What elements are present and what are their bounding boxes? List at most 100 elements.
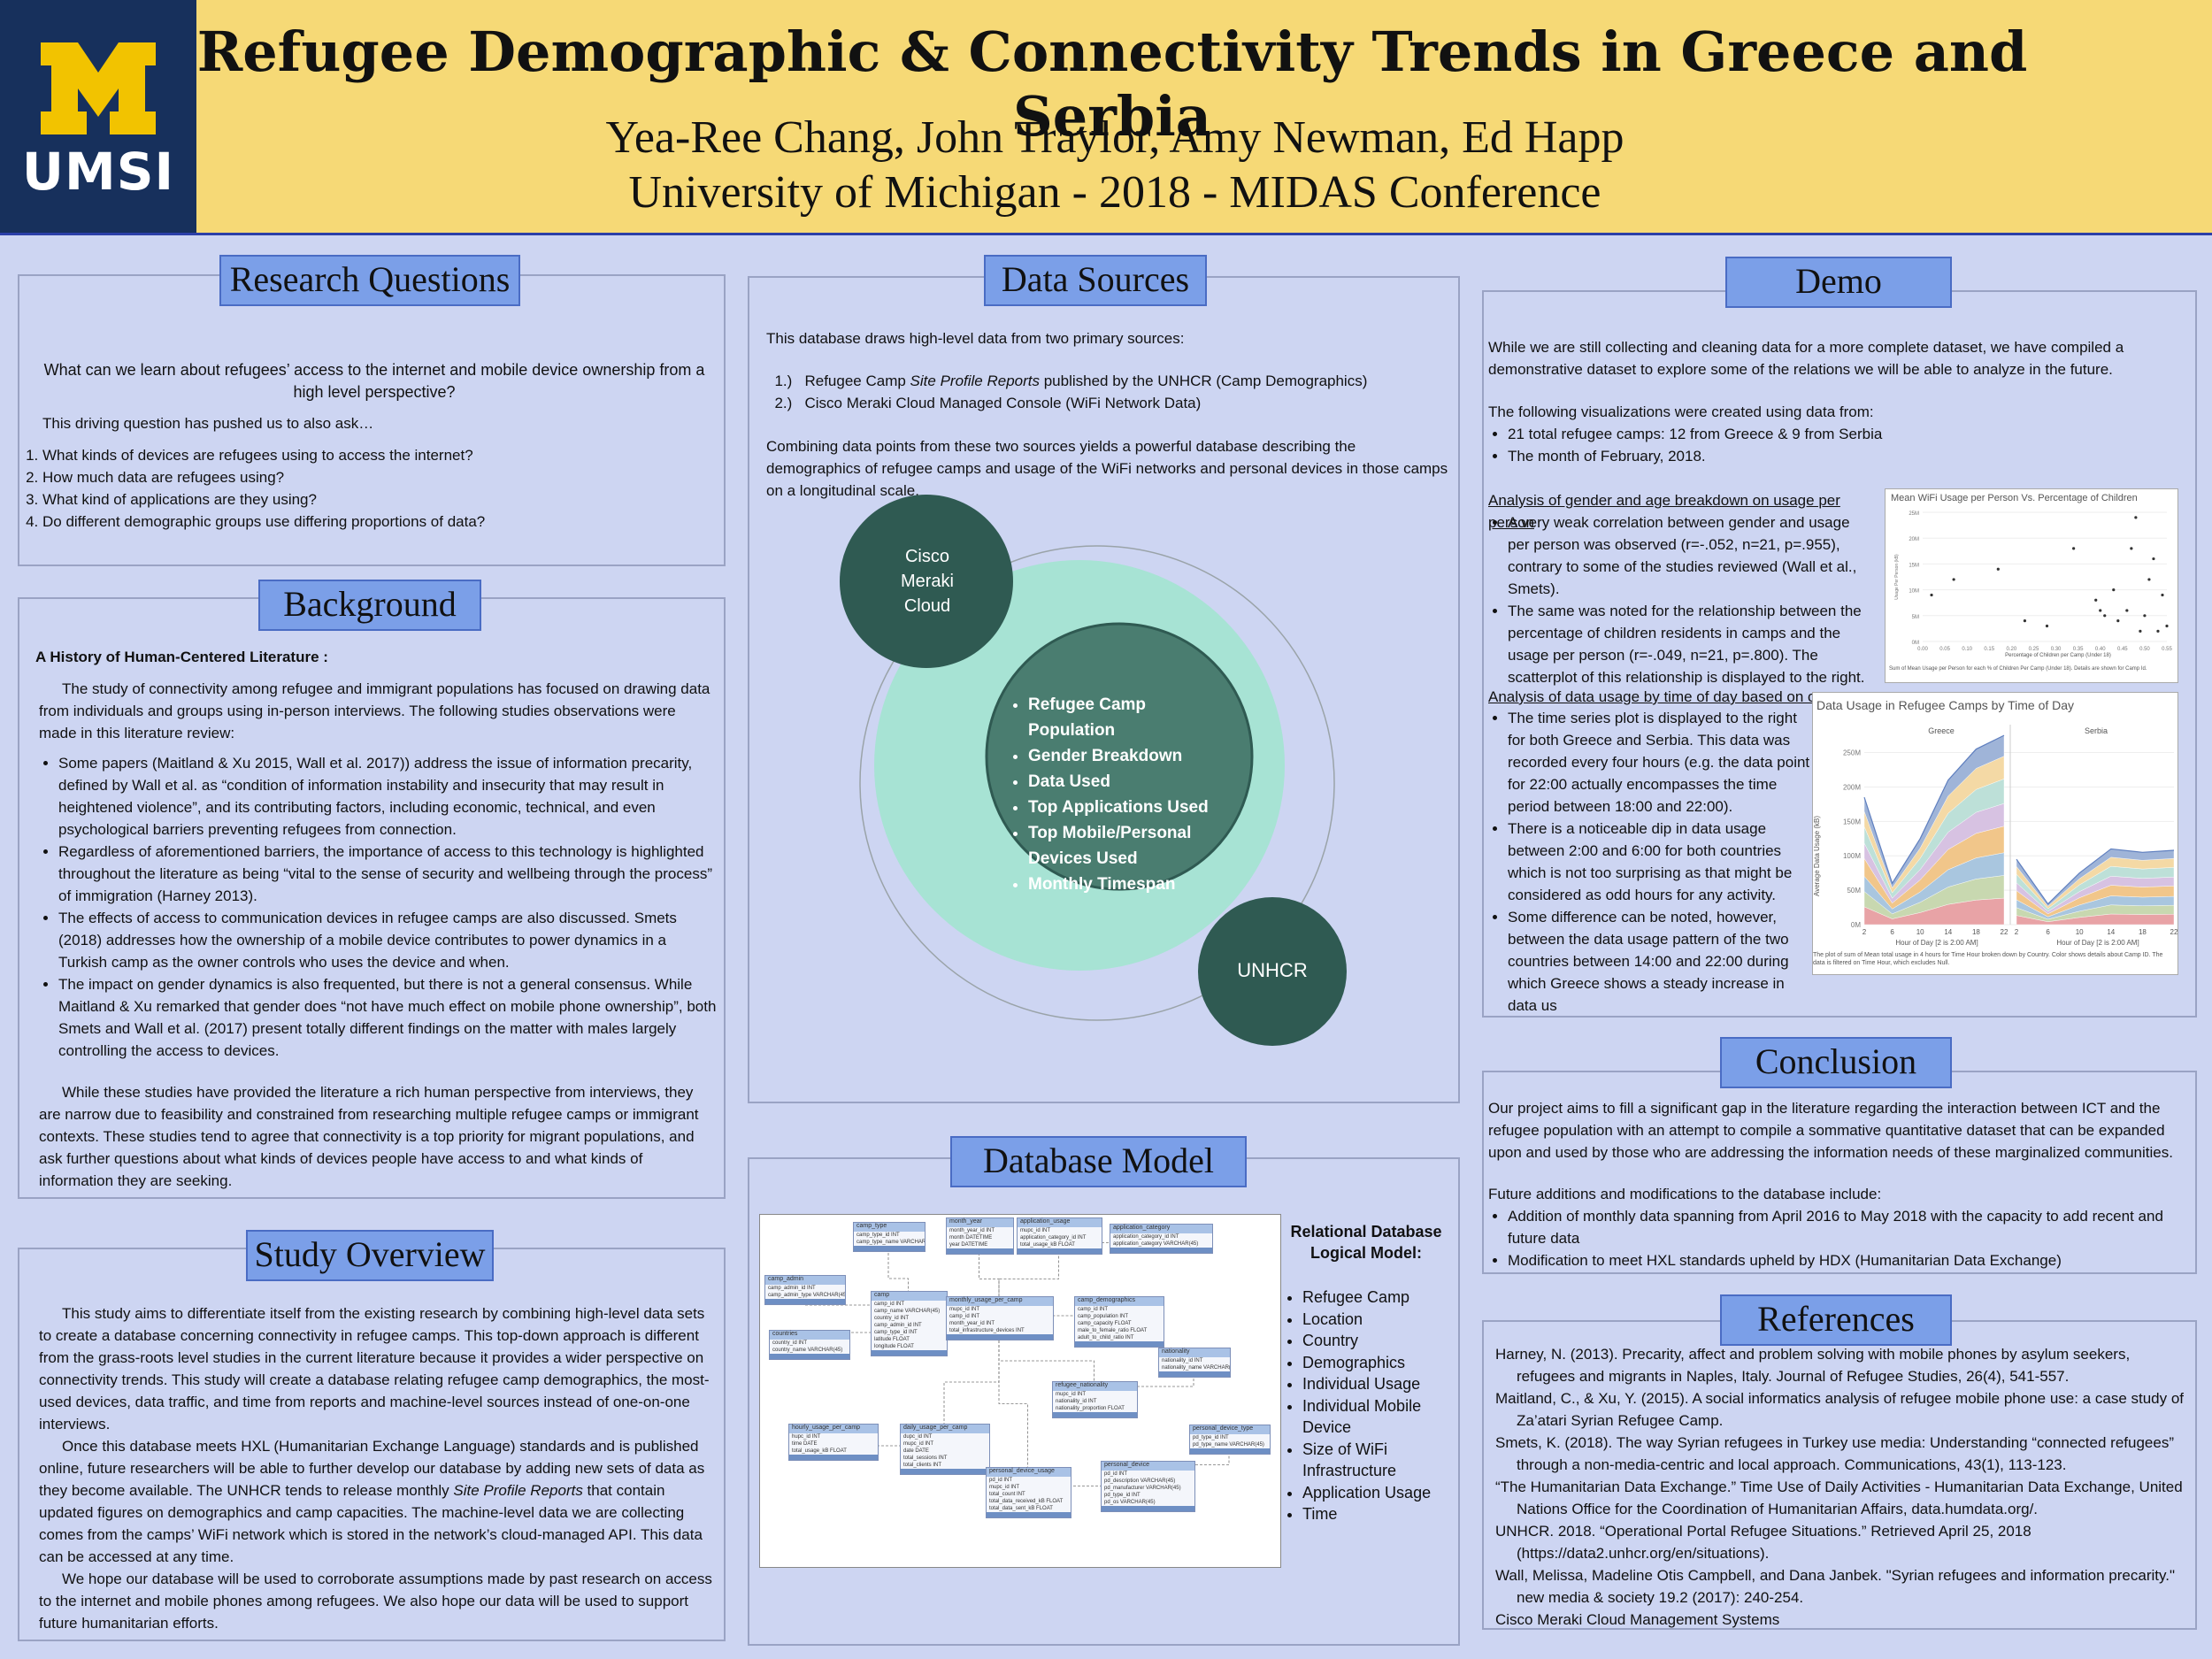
area-x-tick: 10 bbox=[1916, 928, 1924, 936]
conclusion-bullet: Modification to meet HXL standards uphel… bbox=[1508, 1249, 2192, 1271]
scatter-point bbox=[2156, 629, 2160, 633]
research-lead: This driving question has pushed us to a… bbox=[42, 415, 374, 432]
erd-table-name: countries bbox=[770, 1331, 849, 1340]
center-items: Refugee Camp Population Gender Breakdown… bbox=[1009, 692, 1221, 897]
scatter-x-tick: 0.05 bbox=[1939, 647, 1950, 652]
reference-item: Maitland, C., & Xu, Y. (2015). A social … bbox=[1495, 1390, 2185, 1429]
erd-table-field: latitude FLOAT bbox=[874, 1337, 910, 1342]
demo-intro: While we are still collecting and cleani… bbox=[1488, 339, 2124, 378]
scatter-y-tick: 10M bbox=[1909, 589, 1919, 595]
erd-table-footer bbox=[1159, 1371, 1230, 1377]
erd-table-field: country_id INT bbox=[874, 1316, 910, 1321]
research-item: How much data are refugees using? bbox=[42, 466, 715, 488]
erd-table-field: total_data_sent_kB FLOAT bbox=[989, 1506, 1053, 1511]
erd-table-footer bbox=[947, 1248, 1013, 1254]
demo-title: Demo bbox=[1725, 257, 1952, 308]
db-item: Location bbox=[1302, 1309, 1460, 1331]
research-questions-title: Research Questions bbox=[219, 255, 520, 306]
scatter-y-tick: 0M bbox=[1912, 641, 1919, 646]
erd-relationship bbox=[887, 1248, 909, 1309]
area-y-tick: 200M bbox=[1843, 783, 1861, 791]
erd-table-name: camp_admin bbox=[765, 1276, 845, 1285]
center-item: Gender Breakdown bbox=[1028, 743, 1221, 769]
area-series-line bbox=[1863, 734, 2005, 885]
erd-table-field: nationality_name VARCHAR(45) bbox=[1162, 1365, 1230, 1371]
demo-bullet: The month of February, 2018. bbox=[1508, 445, 2192, 467]
erd-table-field: application_category_id INT bbox=[1113, 1234, 1179, 1240]
erd-table-field: date DATE bbox=[903, 1448, 929, 1454]
scatter-x-tick: 0.15 bbox=[1984, 647, 1994, 652]
background-closing: While these studies have provided the li… bbox=[39, 1084, 699, 1189]
study-overview-panel bbox=[18, 1248, 726, 1641]
area-ylabel: Average Data Usage (kB) bbox=[1813, 815, 1821, 896]
conclusion-future: Future additions and modifications to th… bbox=[1488, 1186, 1882, 1202]
erd-table-footer bbox=[947, 1334, 1053, 1340]
erd-table: camp_demographics camp_id INT camp_populat… bbox=[1074, 1296, 1164, 1348]
area-y-tick: 50M bbox=[1847, 887, 1861, 895]
erd-table-field: dupc_id INT bbox=[903, 1434, 933, 1440]
gender-bullet: A very weak correlation between gender a… bbox=[1508, 511, 1869, 600]
erd-table-field: camp_admin_id INT bbox=[768, 1286, 816, 1291]
erd-table-footer bbox=[1075, 1341, 1164, 1347]
research-questions-panel bbox=[18, 274, 726, 566]
erd-table-field: camp_admin_id INT bbox=[874, 1323, 922, 1328]
sources-combining: Combining data points from these two sou… bbox=[766, 438, 1448, 499]
time-bullet: The time series plot is displayed to the… bbox=[1508, 707, 1811, 818]
scatter-x-tick: 0.35 bbox=[2073, 647, 2084, 652]
source-item-1-a: Refugee Camp bbox=[804, 373, 910, 389]
cisco-label: Cisco Meraki Cloud bbox=[900, 547, 954, 616]
area-x-tick: 10 bbox=[2076, 928, 2084, 936]
erd-table-name: hourly_usage_per_camp bbox=[789, 1425, 878, 1433]
erd-table-field: month_year_id INT bbox=[949, 1228, 995, 1233]
erd-table-footer bbox=[901, 1469, 989, 1474]
erd-table-field: male_to_female_ratio FLOAT bbox=[1078, 1328, 1148, 1333]
area-note: The plot of sum of Mean total usage in 4… bbox=[1813, 952, 2163, 966]
erd-table-field: total_infrastructure_devices INT bbox=[949, 1328, 1025, 1333]
scatter-point bbox=[2094, 598, 2098, 602]
erd-table-field: total_usage_kB FLOAT bbox=[1020, 1242, 1075, 1248]
area-y-tick: 250M bbox=[1843, 749, 1861, 757]
background-bullet: Some papers (Maitland & Xu 2015, Wall et… bbox=[58, 752, 717, 841]
panel-label-serbia: Serbia bbox=[2084, 726, 2108, 735]
demo-following: The following visualizations were create… bbox=[1488, 403, 1874, 420]
db-item: Refugee Camp bbox=[1302, 1286, 1460, 1309]
erd-table: monthly_usage_per_camp mupc_id INT camp_id… bbox=[946, 1296, 1054, 1340]
erd-table-field: camp_name VARCHAR(45) bbox=[874, 1309, 941, 1314]
gender-heading: Analysis of gender and age breakdown on … bbox=[1488, 492, 1840, 531]
demo-bullet: 21 total refugee camps: 12 from Greece &… bbox=[1508, 423, 2192, 445]
erd-table-field: pd_type_id INT bbox=[1193, 1435, 1229, 1440]
scatter-note: Sum of Mean Usage per Person for each % … bbox=[1889, 666, 2147, 672]
erd-table-field: pd_id INT bbox=[1104, 1471, 1128, 1477]
scatter-x-tick: 0.00 bbox=[1917, 647, 1928, 652]
erd-table-field: mupc_id INT bbox=[989, 1485, 1020, 1490]
study-paragraph-2: Once this database meets HXL (Humanitari… bbox=[39, 1435, 717, 1568]
erd-table-field: longitude FLOAT bbox=[874, 1344, 914, 1349]
erd-table-field: mupc_id INT bbox=[903, 1441, 934, 1447]
background-title: Background bbox=[258, 580, 481, 631]
scatter-x-tick: 0.45 bbox=[2117, 647, 2128, 652]
scatter-point bbox=[2112, 588, 2116, 592]
cisco-circle bbox=[840, 495, 1013, 668]
erd-relationship bbox=[1094, 1374, 1194, 1399]
erd-table-footer bbox=[872, 1350, 947, 1356]
erd-table-field: year DATETIME bbox=[949, 1242, 988, 1248]
area-x-tick: 14 bbox=[1944, 928, 1952, 936]
scatter-plot-area: 0M 5M 10M 15M 20M 25M 0.00 0.05 0.10 0.15 0.20 0.25… bbox=[1894, 511, 2172, 652]
erd-table-footer bbox=[854, 1246, 925, 1251]
erd-table-footer bbox=[1110, 1248, 1212, 1253]
erd-table: nationality nationality_id INT nationality… bbox=[1158, 1348, 1231, 1378]
reference-item: Smets, K. (2018). The way Syrian refugee… bbox=[1495, 1434, 2174, 1473]
conclusion-panel bbox=[1482, 1071, 2197, 1274]
erd-table-field: camp_type_name VARCHAR(45) bbox=[856, 1240, 925, 1245]
scatter-x-tick: 0.40 bbox=[2095, 647, 2106, 652]
research-item: What kind of applications are they using… bbox=[42, 488, 715, 511]
erd-table-field: mupc_id INT bbox=[1020, 1228, 1051, 1233]
erd-table-field: application_category VARCHAR(45) bbox=[1113, 1241, 1199, 1247]
erd-table-field: mupc_id INT bbox=[1056, 1392, 1087, 1397]
erd-table-field: pd_id INT bbox=[989, 1478, 1013, 1483]
erd-table: daily_usage_per_camp dupc_id INT mupc_id I… bbox=[900, 1424, 990, 1475]
source-item-2: 2.) Cisco Meraki Cloud Managed Console (… bbox=[766, 395, 1202, 411]
erd-table-name: refugee_nationality bbox=[1053, 1382, 1137, 1391]
study-paragraph-1: This study aims to differentiate itself … bbox=[39, 1305, 710, 1432]
poster-header: UMSI Refugee Demographic & Connectivity … bbox=[0, 0, 2212, 235]
